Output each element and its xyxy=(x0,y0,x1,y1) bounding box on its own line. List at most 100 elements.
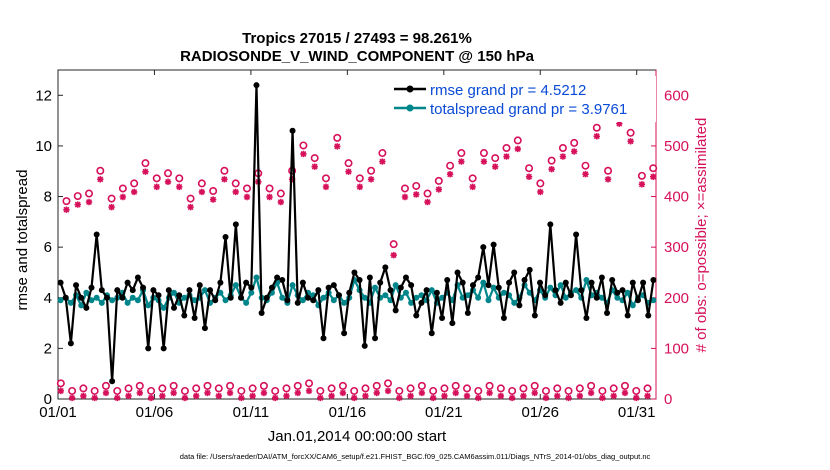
totalspread-point xyxy=(480,279,487,286)
rmse-point xyxy=(629,279,636,286)
y-right-tick-label: 300 xyxy=(664,239,689,256)
obs-assimilated-marker xyxy=(599,394,606,402)
obs-possible-marker xyxy=(525,164,534,173)
rmse-point xyxy=(469,282,476,289)
x-tick-label: 01/06 xyxy=(136,404,174,421)
rmse-point xyxy=(253,82,260,89)
rmse-point xyxy=(186,287,193,294)
obs-assimilated-marker xyxy=(159,392,166,400)
obs-assimilated-marker xyxy=(114,394,121,402)
y-right-tick-label: 200 xyxy=(664,290,689,307)
obs-possible-marker xyxy=(68,386,77,395)
obs-possible-marker xyxy=(327,384,336,393)
totalspread-point xyxy=(361,294,368,301)
rmse-point xyxy=(181,312,188,319)
tick-labels: 01/01 01/06 01/11 01/16 01/21 01/26 01/31 0 2 4 6 8… xyxy=(35,87,689,421)
obs-assimilated-marker xyxy=(147,394,155,402)
totalspread-point xyxy=(408,299,415,306)
obs-possible-marker xyxy=(203,381,212,390)
obs-assimilated-marker xyxy=(367,176,375,183)
obs-assimilated-marker xyxy=(221,176,228,183)
obs-assimilated-marker xyxy=(413,191,420,198)
rmse-point xyxy=(207,287,214,294)
totalspread-point xyxy=(330,297,337,304)
obs-possible-marker xyxy=(231,179,240,188)
obs-assimilated-marker xyxy=(570,148,578,155)
obs-possible-marker xyxy=(259,381,268,390)
obs-assimilated-marker xyxy=(305,387,313,395)
obs-assimilated-marker xyxy=(243,193,251,201)
totalspread-point xyxy=(650,297,657,304)
x-tick-label: 01/11 xyxy=(233,404,269,421)
x-tick-label: 01/31 xyxy=(618,404,656,421)
rmse-point xyxy=(372,335,379,342)
obs-assimilated-marker xyxy=(475,394,482,402)
obs-possible-marker xyxy=(147,386,156,395)
totalspread-point xyxy=(67,299,74,306)
obs-possible-marker xyxy=(293,381,302,390)
totalspread-point xyxy=(222,297,229,304)
obs-possible-marker xyxy=(169,381,178,390)
obs-assimilated-marker xyxy=(260,389,268,397)
obs-count-markers xyxy=(56,111,658,402)
rmse-point xyxy=(542,292,549,299)
totalspread-point xyxy=(372,284,379,291)
obs-possible-marker xyxy=(496,384,505,393)
y-right-tick-label: 600 xyxy=(664,87,689,104)
obs-assimilated-marker xyxy=(238,394,245,402)
obs-assimilated-marker xyxy=(209,196,217,203)
rmse-point xyxy=(634,297,641,304)
obs-assimilated-marker xyxy=(531,389,538,397)
obs-possible-marker xyxy=(79,384,88,393)
obs-possible-marker xyxy=(237,386,246,395)
obs-assimilated-marker xyxy=(85,198,93,206)
obs-assimilated-marker xyxy=(271,394,279,402)
totalspread-point xyxy=(57,297,64,304)
obs-assimilated-marker xyxy=(356,183,364,191)
totalspread-point xyxy=(341,299,348,306)
obs-possible-marker xyxy=(637,171,646,180)
rmse-point xyxy=(212,297,219,304)
legend-spread-label: totalspread grand pr = 3.9761 xyxy=(430,101,627,118)
obs-assimilated-marker xyxy=(407,392,414,400)
totalspread-point xyxy=(598,294,605,301)
obs-assimilated-marker xyxy=(565,394,572,402)
rmse-point xyxy=(640,279,647,286)
totalspread-point xyxy=(98,299,105,306)
rmse-point xyxy=(500,315,507,322)
obs-possible-marker xyxy=(446,161,455,170)
rmse-point xyxy=(78,294,85,301)
obs-assimilated-marker xyxy=(164,178,172,186)
rmse-point xyxy=(284,297,291,304)
obs-possible-marker xyxy=(384,379,393,388)
obs-assimilated-marker xyxy=(525,173,533,180)
x-tick-label: 01/21 xyxy=(425,404,463,421)
rmse-point xyxy=(408,282,415,289)
rmse-point xyxy=(330,282,337,289)
obs-assimilated-marker xyxy=(204,389,211,397)
y-left-tick-label: 12 xyxy=(35,87,52,104)
rmse-point xyxy=(114,287,121,294)
x-tick-label: 01/26 xyxy=(521,404,559,421)
rmse-point xyxy=(124,279,131,286)
rmse-point xyxy=(511,269,518,276)
rmse-point xyxy=(418,299,425,306)
rmse-point xyxy=(423,287,430,294)
obs-possible-marker xyxy=(90,386,99,395)
obs-assimilated-marker xyxy=(604,176,612,183)
legend-box xyxy=(390,76,656,122)
obs-possible-marker xyxy=(96,166,105,175)
obs-possible-marker xyxy=(547,156,556,165)
rmse-point xyxy=(232,221,239,228)
totalspread-point xyxy=(557,282,564,289)
obs-possible-marker xyxy=(338,381,347,390)
x-tick-label: 01/16 xyxy=(329,404,367,421)
totalspread-point xyxy=(289,282,296,289)
rmse-point xyxy=(150,287,157,294)
obs-assimilated-marker xyxy=(548,165,555,173)
obs-possible-marker xyxy=(56,379,65,388)
totalspread-point xyxy=(181,294,188,301)
rmse-point xyxy=(356,277,363,284)
obs-assimilated-marker xyxy=(503,153,510,160)
